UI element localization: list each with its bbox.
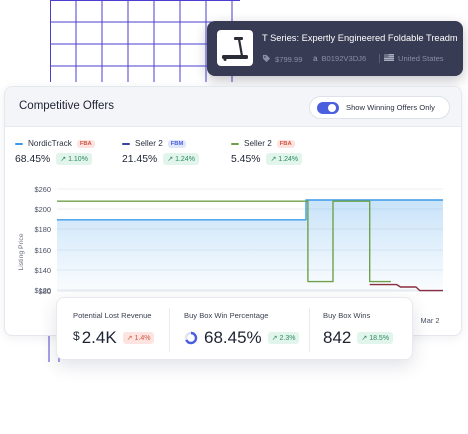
winning-offers-toggle[interactable]: Show Winning Offers Only — [309, 96, 450, 119]
fulfillment-badge: FBA — [76, 139, 95, 148]
series-area — [57, 200, 443, 292]
toggle-switch[interactable] — [317, 102, 339, 114]
toggle-label: Show Winning Offers Only — [346, 103, 435, 112]
product-title: T Series: Expertly Engineered Foldable T… — [262, 33, 458, 43]
change-badge: ↗ 1.10% — [56, 153, 92, 165]
y-tick-label: $180 — [35, 225, 51, 234]
change-badge: ↗ 18.5% — [357, 332, 394, 344]
seller-share: 68.45% — [15, 153, 51, 165]
seller-name: NordicTrack — [28, 139, 72, 148]
arrow-up-icon: ↗ — [167, 156, 174, 163]
stat-label: Buy Box Wins — [323, 311, 371, 320]
progress-ring-icon — [184, 331, 198, 345]
change-badge: ↗ 2.3% — [267, 332, 300, 344]
series-line — [57, 200, 391, 283]
panel-title: Competitive Offers — [19, 100, 115, 112]
arrow-up-icon: ↗ — [271, 335, 278, 342]
series-swatch — [231, 142, 239, 145]
y-tick-label: $260 — [35, 185, 51, 194]
stat-value: $2.4K — [73, 328, 117, 347]
listing-price-chart: $260 $200 $180 $160 $140 $120$80 Listing Price… — [18, 185, 443, 325]
seller-name: Seller 2 — [244, 139, 272, 148]
stats-card: Potential Lost Revenue $2.4K ↗ 1.4% Buy … — [56, 297, 413, 360]
series-line — [57, 199, 443, 221]
x-tick-label: Mar 2 — [421, 316, 440, 325]
seller-share: 5.45% — [231, 153, 261, 165]
arrow-up-icon: ↗ — [60, 156, 67, 163]
arrow-up-icon: ↗ — [270, 156, 277, 163]
decorative-grid — [50, 0, 240, 82]
treadmill-icon — [217, 30, 253, 66]
y-tick-label: $120 — [35, 286, 51, 295]
series-line — [369, 283, 443, 292]
amazon-icon: a — [313, 54, 318, 63]
product-price: $799.99 — [275, 55, 303, 64]
fulfillment-badge: FBA — [276, 139, 295, 148]
seller-share: 21.45% — [122, 153, 158, 165]
y-tick-label: $160 — [35, 246, 51, 255]
stat-label: Potential Lost Revenue — [73, 311, 152, 320]
stat-label: Buy Box Win Percentage — [184, 311, 269, 320]
y-axis-label: Listing Price — [18, 233, 25, 270]
us-flag-icon — [384, 54, 394, 63]
y-tick-label: $80 — [39, 287, 51, 296]
series-swatch — [122, 142, 130, 145]
y-tick-label: $140 — [35, 266, 51, 275]
panel-header: Competitive Offers Show Winning Offers O… — [5, 87, 461, 127]
change-badge: ↗ 1.24% — [163, 153, 199, 165]
stat-value: 68.45% — [204, 328, 262, 347]
stat-value: 842 — [323, 328, 352, 347]
y-tick-label: $200 — [35, 205, 51, 214]
competitive-offers-panel: Competitive Offers Show Winning Offers O… — [4, 86, 462, 336]
tag-icon — [262, 54, 271, 65]
product-card[interactable]: T Series: Expertly Engineered Foldable T… — [207, 21, 463, 76]
series-swatch — [15, 142, 23, 145]
product-marketplace: United States — [398, 54, 444, 63]
change-badge: ↗ 1.24% — [266, 153, 303, 165]
change-badge: ↗ 1.4% — [122, 332, 155, 344]
fulfillment-badge: FBM — [167, 139, 187, 148]
seller-name: Seller 2 — [135, 139, 163, 148]
arrow-up-icon: ↗ — [126, 335, 133, 342]
arrow-up-icon: ↗ — [361, 335, 368, 342]
product-asin: B0192V3DJ6 — [321, 54, 367, 63]
